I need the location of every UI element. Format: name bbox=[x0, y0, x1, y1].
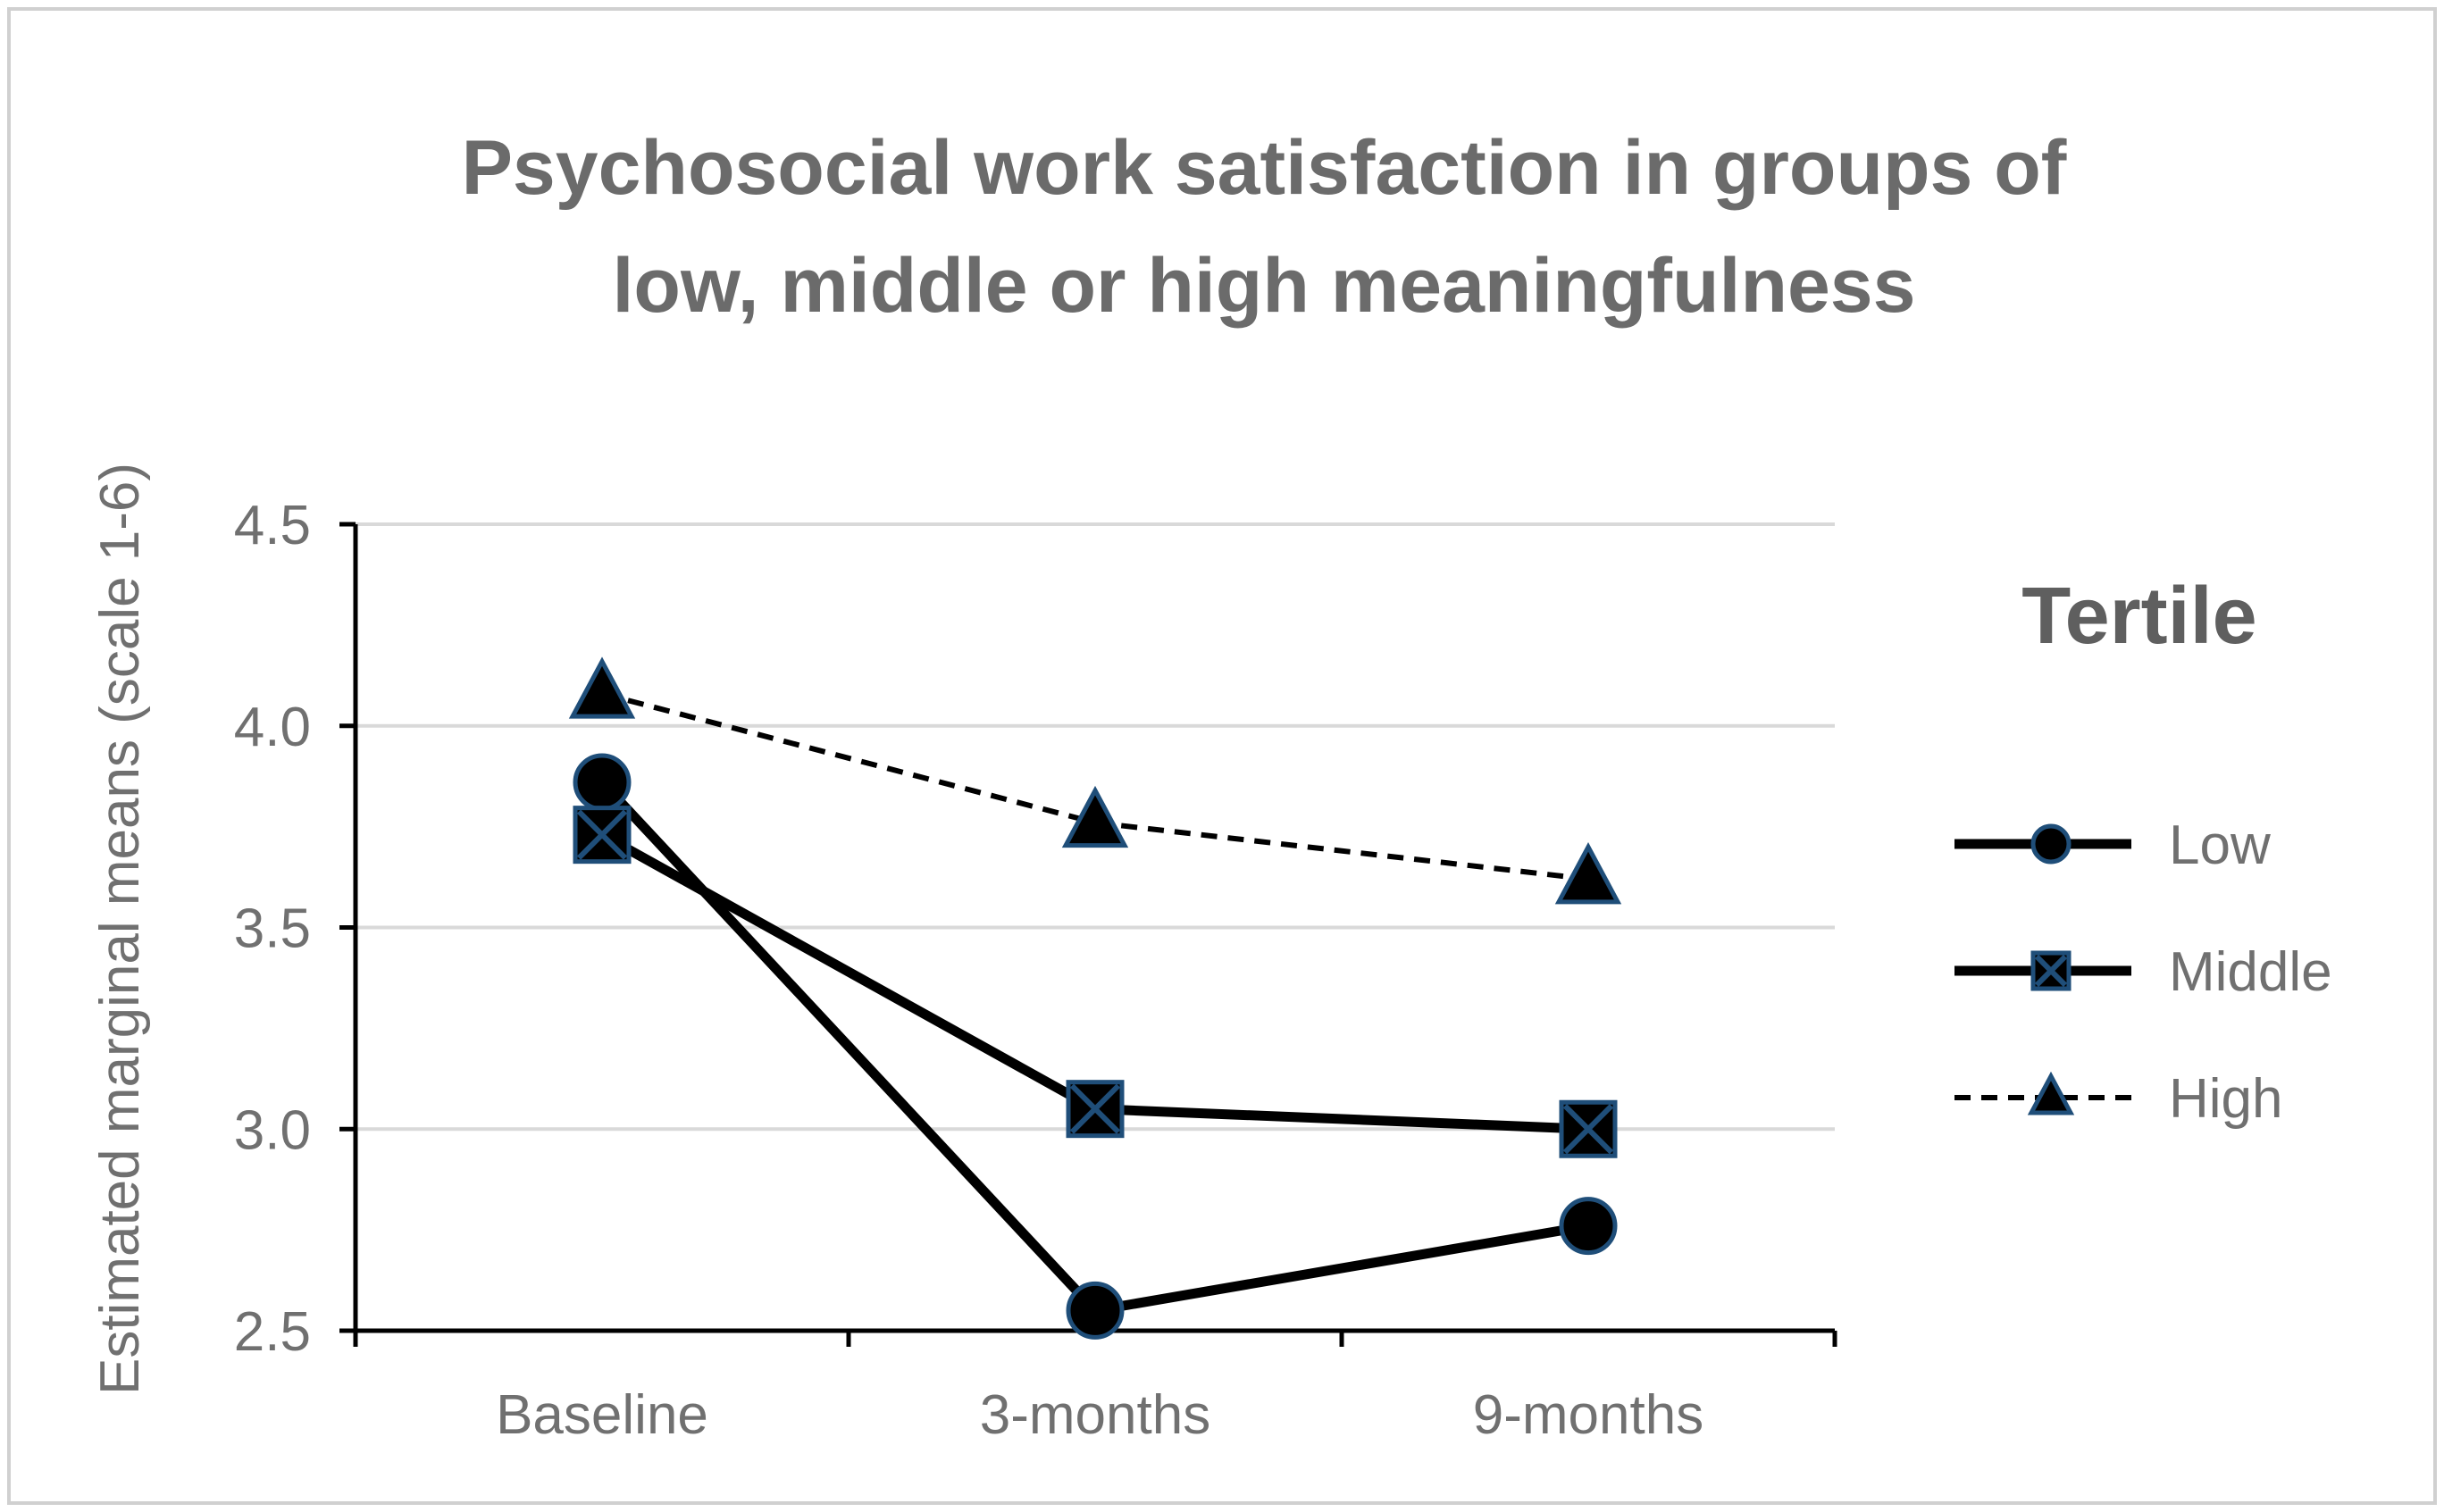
y-tick-label-2.5: 2.5 bbox=[234, 1301, 311, 1363]
x-tick-labels: Baseline 3-months 9-months bbox=[496, 1384, 1703, 1446]
legend-label-middle: Middle bbox=[2169, 941, 2332, 1003]
legend: Tertile Low Middle High bbox=[1954, 572, 2332, 1130]
series-markers bbox=[568, 656, 1622, 1340]
data-point-high-3-months bbox=[1061, 785, 1129, 848]
data-point-high-9-months bbox=[1554, 842, 1622, 905]
legend-title: Tertile bbox=[2021, 572, 2256, 661]
legend-label-low: Low bbox=[2169, 814, 2271, 876]
chart-border bbox=[7, 7, 2437, 1505]
legend-marker-high bbox=[2027, 1071, 2075, 1115]
legend-items: Low Middle High bbox=[1954, 814, 2332, 1130]
x-tick-label-3-months: 3-months bbox=[980, 1384, 1210, 1446]
y-tick-label-3.5: 3.5 bbox=[234, 898, 311, 960]
data-point-low-9-months bbox=[1559, 1197, 1618, 1256]
data-point-low-3-months bbox=[1066, 1281, 1125, 1340]
y-tick-label-4.0: 4.0 bbox=[234, 697, 311, 758]
data-point-middle-baseline bbox=[573, 806, 632, 865]
data-point-low-baseline bbox=[573, 753, 632, 812]
data-point-middle-9-months bbox=[1559, 1099, 1618, 1158]
legend-item-low: Low bbox=[1954, 814, 2271, 876]
chart-title-line-1: Psychosocial work satisfaction in groups… bbox=[462, 125, 2067, 211]
legend-marker-middle bbox=[2030, 950, 2072, 991]
data-point-middle-3-months bbox=[1066, 1080, 1125, 1139]
legend-item-high: High bbox=[1954, 1068, 2283, 1130]
y-tick-labels: 2.5 3.0 3.5 4.0 4.5 bbox=[234, 495, 311, 1363]
legend-item-middle: Middle bbox=[1954, 941, 2332, 1003]
legend-marker-low bbox=[2030, 823, 2072, 865]
legend-label-high: High bbox=[2169, 1068, 2283, 1130]
y-tick-label-3.0: 3.0 bbox=[234, 1099, 311, 1161]
chart-title-line-2: low, middle or high meaningfulness bbox=[613, 243, 1916, 329]
y-axis-label: Estimated marginal means (scale 1-6) bbox=[89, 463, 151, 1395]
data-point-high-baseline bbox=[568, 656, 636, 719]
y-tick-label-4.5: 4.5 bbox=[234, 495, 311, 556]
x-tick-label-9-months: 9-months bbox=[1473, 1384, 1703, 1446]
x-tick-label-baseline: Baseline bbox=[496, 1384, 708, 1446]
